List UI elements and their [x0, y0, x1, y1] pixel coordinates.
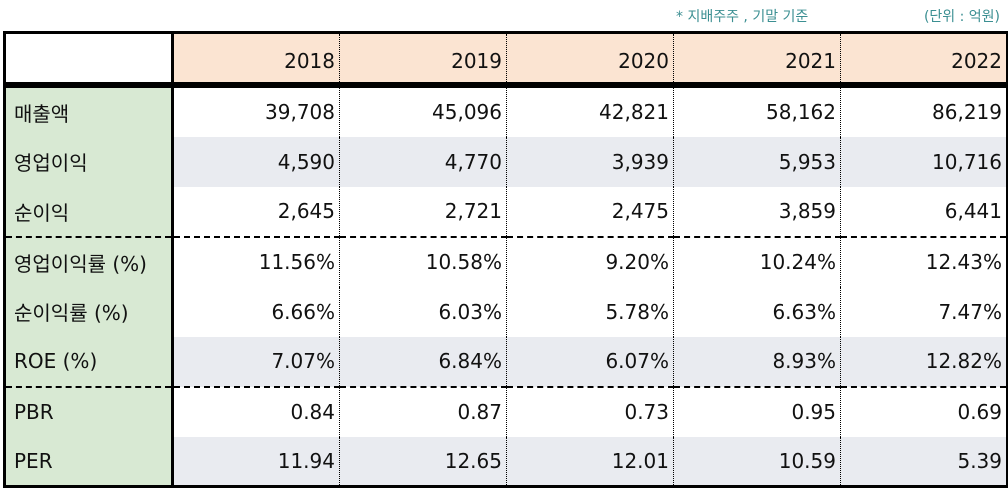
- table-cell: 6.07%: [506, 336, 674, 387]
- table-cell: 3,939: [506, 136, 674, 187]
- table-row: 순이익률 (%) 6.66% 6.03% 5.78% 6.63% 7.47%: [3, 286, 1008, 337]
- header-row: 2018 2019 2020 2021 2022: [3, 31, 1008, 85]
- table-cell: 9.20%: [506, 235, 674, 287]
- table-row: 영업이익률 (%) 11.56% 10.58% 9.20% 10.24% 12.…: [3, 235, 1008, 287]
- table-row: 순이익 2,645 2,721 2,475 3,859 6,441: [3, 186, 1008, 237]
- table-row: PBR 0.84 0.87 0.73 0.95 0.69: [3, 385, 1008, 437]
- table-cell: 42,821: [506, 85, 674, 137]
- table-cell: 2,645: [172, 186, 340, 237]
- table-cell: 0.73: [506, 385, 674, 437]
- row-label: 영업이익률 (%): [3, 235, 174, 287]
- column-header: 2018: [172, 31, 340, 85]
- table-cell: 86,219: [840, 85, 1008, 137]
- table-row: ROE (%) 7.07% 6.84% 6.07% 8.93% 12.82%: [3, 336, 1008, 387]
- table-cell: 3,859: [673, 186, 841, 237]
- column-header: 2022: [840, 31, 1008, 85]
- header-gap: [3, 83, 1008, 87]
- table-cell: 10.58%: [339, 235, 507, 287]
- corner-cell: [3, 31, 174, 85]
- table-cell: 11.56%: [172, 235, 340, 287]
- table-cell: 8.93%: [673, 336, 841, 387]
- table-cell: 6.63%: [673, 286, 841, 337]
- table-cell: 2,475: [506, 186, 674, 237]
- table-cell: 58,162: [673, 85, 841, 137]
- financial-table: 2018 2019 2020 2021 2022 매출액 39,708 45,0…: [3, 31, 1008, 488]
- table-cell: 5.78%: [506, 286, 674, 337]
- table-cell: 10,716: [840, 136, 1008, 187]
- row-label: PER: [3, 436, 174, 488]
- notes-bar: * 지배주주 , 기말 기준 (단위 : 억원): [0, 0, 1008, 30]
- table-cell: 12.43%: [840, 235, 1008, 287]
- row-label: 매출액: [3, 85, 174, 137]
- table-cell: 12.82%: [840, 336, 1008, 387]
- table-cell: 6,441: [840, 186, 1008, 237]
- table-cell: 0.87: [339, 385, 507, 437]
- table-cell: 0.84: [172, 385, 340, 437]
- table-cell: 10.24%: [673, 235, 841, 287]
- row-label: 영업이익: [3, 136, 174, 187]
- table-cell: 5.39: [840, 436, 1008, 488]
- unit-note: (단위 : 억원): [923, 9, 1000, 25]
- table-cell: 0.95: [673, 385, 841, 437]
- table-cell: 12.01: [506, 436, 674, 488]
- table-row: 영업이익 4,590 4,770 3,939 5,953 10,716: [3, 136, 1008, 187]
- table-cell: 7.47%: [840, 286, 1008, 337]
- row-label: ROE (%): [3, 336, 174, 387]
- column-header: 2019: [339, 31, 507, 85]
- row-label: 순이익률 (%): [3, 286, 174, 337]
- table-cell: 6.66%: [172, 286, 340, 337]
- table-cell: 5,953: [673, 136, 841, 187]
- table-cell: 2,721: [339, 186, 507, 237]
- table-cell: 0.69: [840, 385, 1008, 437]
- table-cell: 45,096: [339, 85, 507, 137]
- table-cell: 4,770: [339, 136, 507, 187]
- table-row: PER 11.94 12.65 12.01 10.59 5.39: [3, 436, 1008, 488]
- table-cell: 10.59: [673, 436, 841, 488]
- table-cell: 6.84%: [339, 336, 507, 387]
- table-cell: 7.07%: [172, 336, 340, 387]
- column-header: 2020: [506, 31, 674, 85]
- column-header: 2021: [673, 31, 841, 85]
- table-cell: 12.65: [339, 436, 507, 488]
- table-row: 매출액 39,708 45,096 42,821 58,162 86,219: [3, 85, 1008, 137]
- basis-note: * 지배주주 , 기말 기준: [676, 9, 809, 25]
- table-cell: 39,708: [172, 85, 340, 137]
- table-cell: 6.03%: [339, 286, 507, 337]
- row-label: PBR: [3, 385, 174, 437]
- row-label: 순이익: [3, 186, 174, 237]
- table-cell: 11.94: [172, 436, 340, 488]
- table-cell: 4,590: [172, 136, 340, 187]
